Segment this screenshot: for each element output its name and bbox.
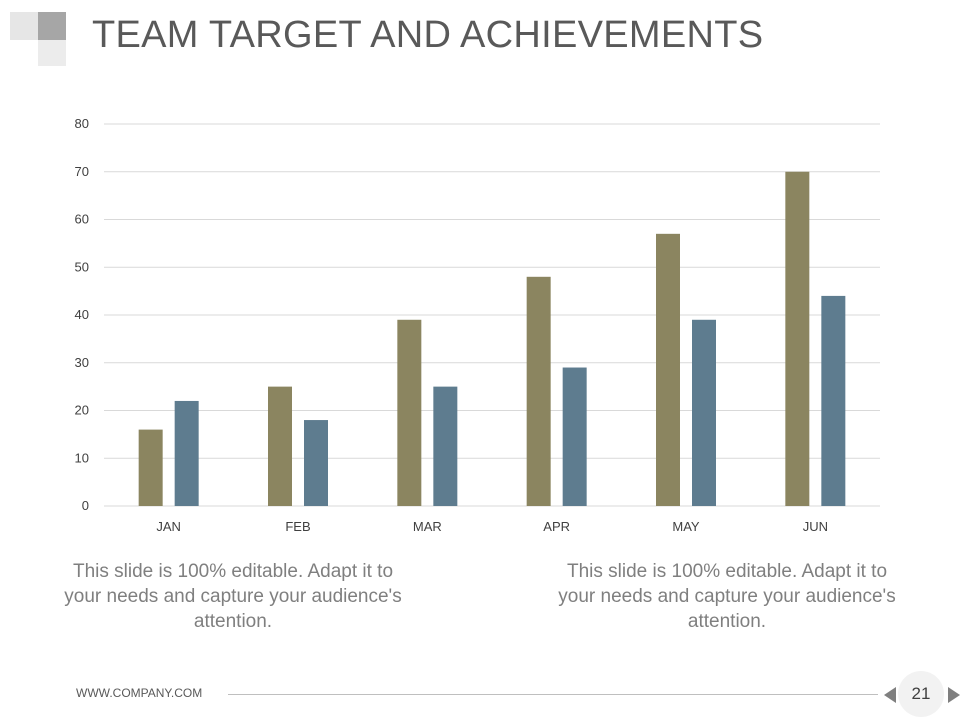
y-tick-label: 20 (75, 403, 89, 418)
caption-left: This slide is 100% editable. Adapt it to… (64, 561, 402, 632)
y-tick-label: 0 (82, 498, 89, 513)
bar-feb-series-1[interactable] (268, 386, 292, 506)
x-tick-label: FEB (285, 519, 310, 534)
footer-divider (228, 694, 878, 695)
y-tick-label: 30 (75, 355, 89, 370)
bar-jan-series-2[interactable] (174, 400, 199, 506)
bar-may-series-1[interactable] (656, 233, 680, 506)
bar-mar-series-2[interactable] (433, 386, 458, 506)
x-tick-label: MAR (413, 519, 442, 534)
bar-chart: 0 10 20 30 40 50 60 70 80 JAN FEB MAR APR MAY JUN (75, 116, 880, 534)
bar-mar-series-1[interactable] (397, 319, 422, 506)
x-tick-label: JUN (803, 519, 828, 534)
bar-may-series-2[interactable] (692, 319, 716, 506)
page-title: TEAM TARGET AND ACHIEVEMENTS (92, 14, 764, 56)
x-tick-label: JAN (156, 519, 181, 534)
bar-feb-series-2[interactable] (304, 420, 328, 506)
logo-square-light (10, 12, 38, 40)
caption-right: This slide is 100% editable. Adapt it to… (558, 561, 896, 632)
bar-jan-series-1[interactable] (138, 429, 163, 506)
x-tick-label: APR (543, 519, 570, 534)
footer-url[interactable]: WWW.COMPANY.COM (76, 686, 203, 700)
x-tick-label: MAY (672, 519, 700, 534)
bar-jun-series-2[interactable] (821, 295, 846, 506)
y-tick-label: 10 (75, 450, 89, 465)
y-tick-label: 60 (75, 212, 89, 227)
next-slide-icon[interactable] (948, 687, 960, 703)
y-tick-label: 40 (75, 307, 89, 322)
y-tick-label: 50 (75, 259, 89, 274)
page-number: 21 (898, 671, 944, 717)
y-tick-label: 80 (75, 116, 89, 131)
bar-jun-series-1[interactable] (785, 171, 810, 506)
logo-square-dark (38, 12, 66, 40)
logo-square-bottom (38, 40, 66, 66)
bar-apr-series-1[interactable] (526, 276, 551, 506)
previous-slide-icon[interactable] (884, 687, 896, 703)
bar-apr-series-2[interactable] (562, 367, 587, 506)
y-tick-label: 70 (75, 164, 89, 179)
